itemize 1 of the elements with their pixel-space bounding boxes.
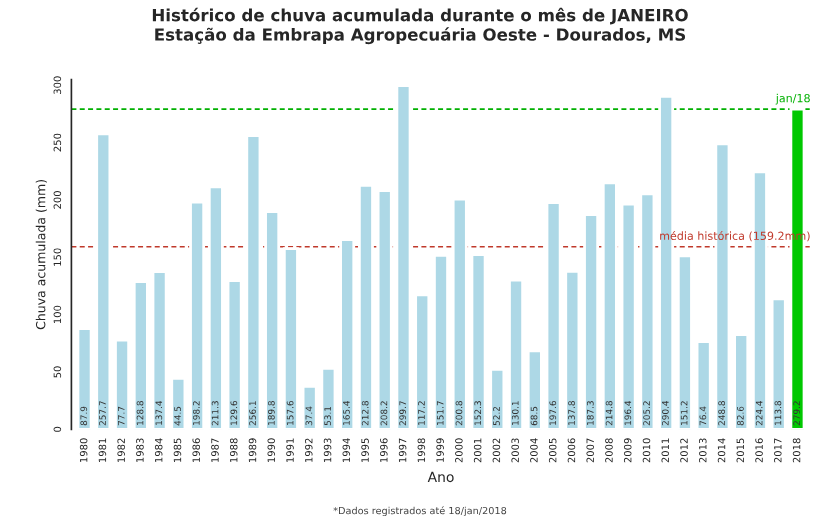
chart-title: Histórico de chuva acumulada durante o mês de JANEIRO Estação da Embrapa Agropecuária Oeste - Dourados, MS	[152, 7, 688, 45]
